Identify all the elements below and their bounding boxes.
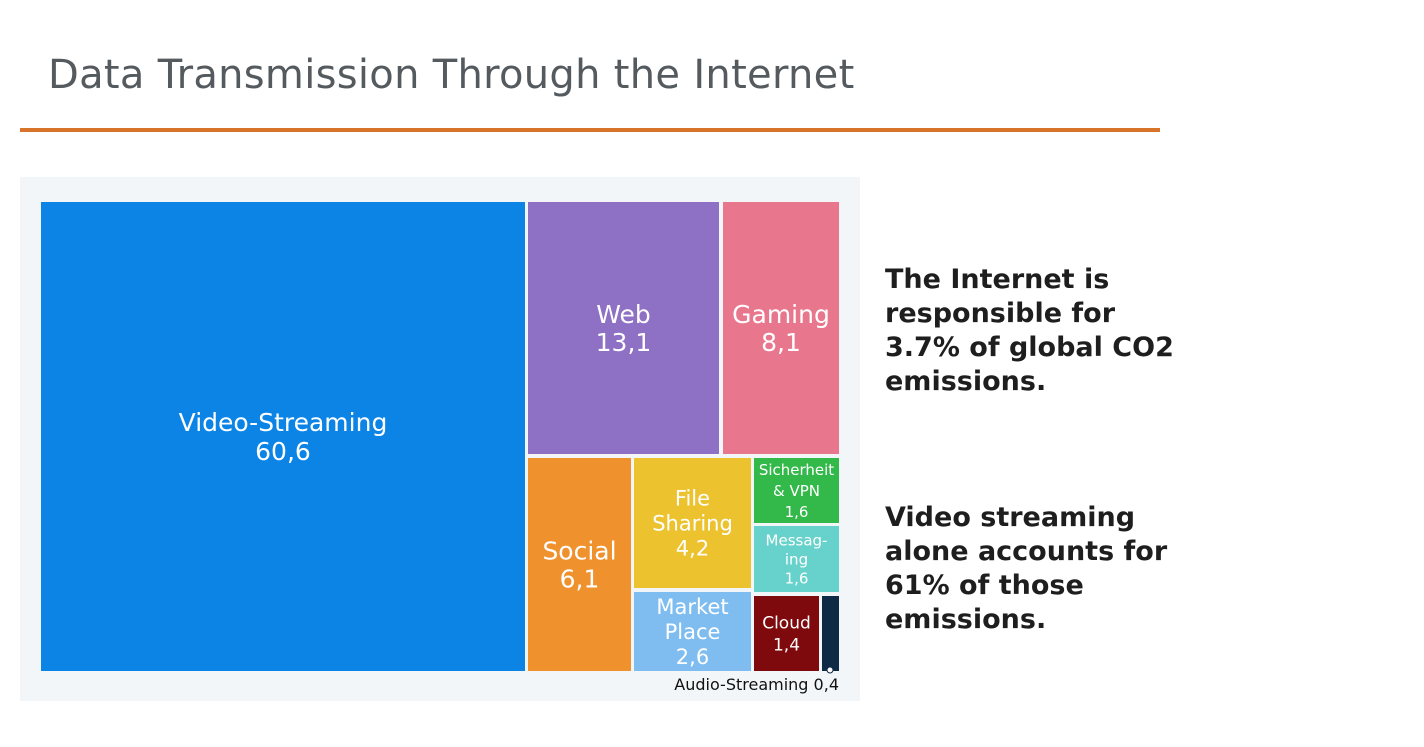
title-underline <box>20 128 1160 132</box>
audio-streaming-callout: Audio-Streaming 0,4 <box>674 675 839 694</box>
tile-label-web: Web <box>596 300 651 329</box>
tile-value-market-place: 2,6 <box>676 645 709 669</box>
tile-cloud <box>754 596 819 671</box>
tile-value-file-sharing: 4,2 <box>676 536 709 560</box>
tile-value-sicherheit-vpn: 1,6 <box>785 503 809 521</box>
tile-audio-streaming <box>822 596 839 671</box>
audio-streaming-marker <box>826 666 834 674</box>
tile-value-video-streaming: 60,6 <box>255 437 311 466</box>
tile-file-sharing <box>634 458 751 588</box>
tile-sicherheit-vpn <box>754 458 839 523</box>
tile-messaging <box>754 526 839 592</box>
tile-value-messaging: 1,6 <box>785 569 809 587</box>
tile-label-cloud: Cloud <box>762 613 811 633</box>
tile-value-web: 13,1 <box>596 328 652 357</box>
tile-gaming <box>723 202 839 454</box>
tile-label-sicherheit-vpn-2: & VPN <box>773 482 820 500</box>
tile-label-gaming: Gaming <box>732 300 830 329</box>
tile-label-messaging-1: Messag- <box>766 531 828 549</box>
tile-label-social: Social <box>542 536 616 565</box>
treemap-chart: Video-Streaming 60,6 Web 13,1 Gaming 8,1 Socia… <box>20 177 860 701</box>
tile-value-social: 6,1 <box>560 564 600 593</box>
fact-internet-emissions: The Internet is responsible for 3.7% of … <box>885 264 1174 397</box>
tile-market-place <box>634 592 751 671</box>
tile-value-gaming: 8,1 <box>761 328 801 357</box>
tile-label-market-place-2: Place <box>665 620 721 644</box>
tile-label-video-streaming: Video-Streaming <box>179 408 388 437</box>
slide-title: Data Transmission Through the Internet <box>48 52 855 98</box>
tile-video-streaming <box>41 202 525 671</box>
tile-label-market-place-1: Market <box>656 595 728 619</box>
tile-label-file-sharing-2: Sharing <box>652 511 733 535</box>
tile-label-sicherheit-vpn-1: Sicherheit <box>759 461 834 479</box>
tile-web <box>528 202 719 454</box>
tile-label-file-sharing-1: File <box>675 486 710 510</box>
fact-video-streaming-share: Video streaming alone accounts for 61% o… <box>885 502 1168 635</box>
tile-social <box>528 458 631 671</box>
tile-value-cloud: 1,4 <box>773 635 800 655</box>
tile-label-messaging-2: ing <box>785 550 808 568</box>
